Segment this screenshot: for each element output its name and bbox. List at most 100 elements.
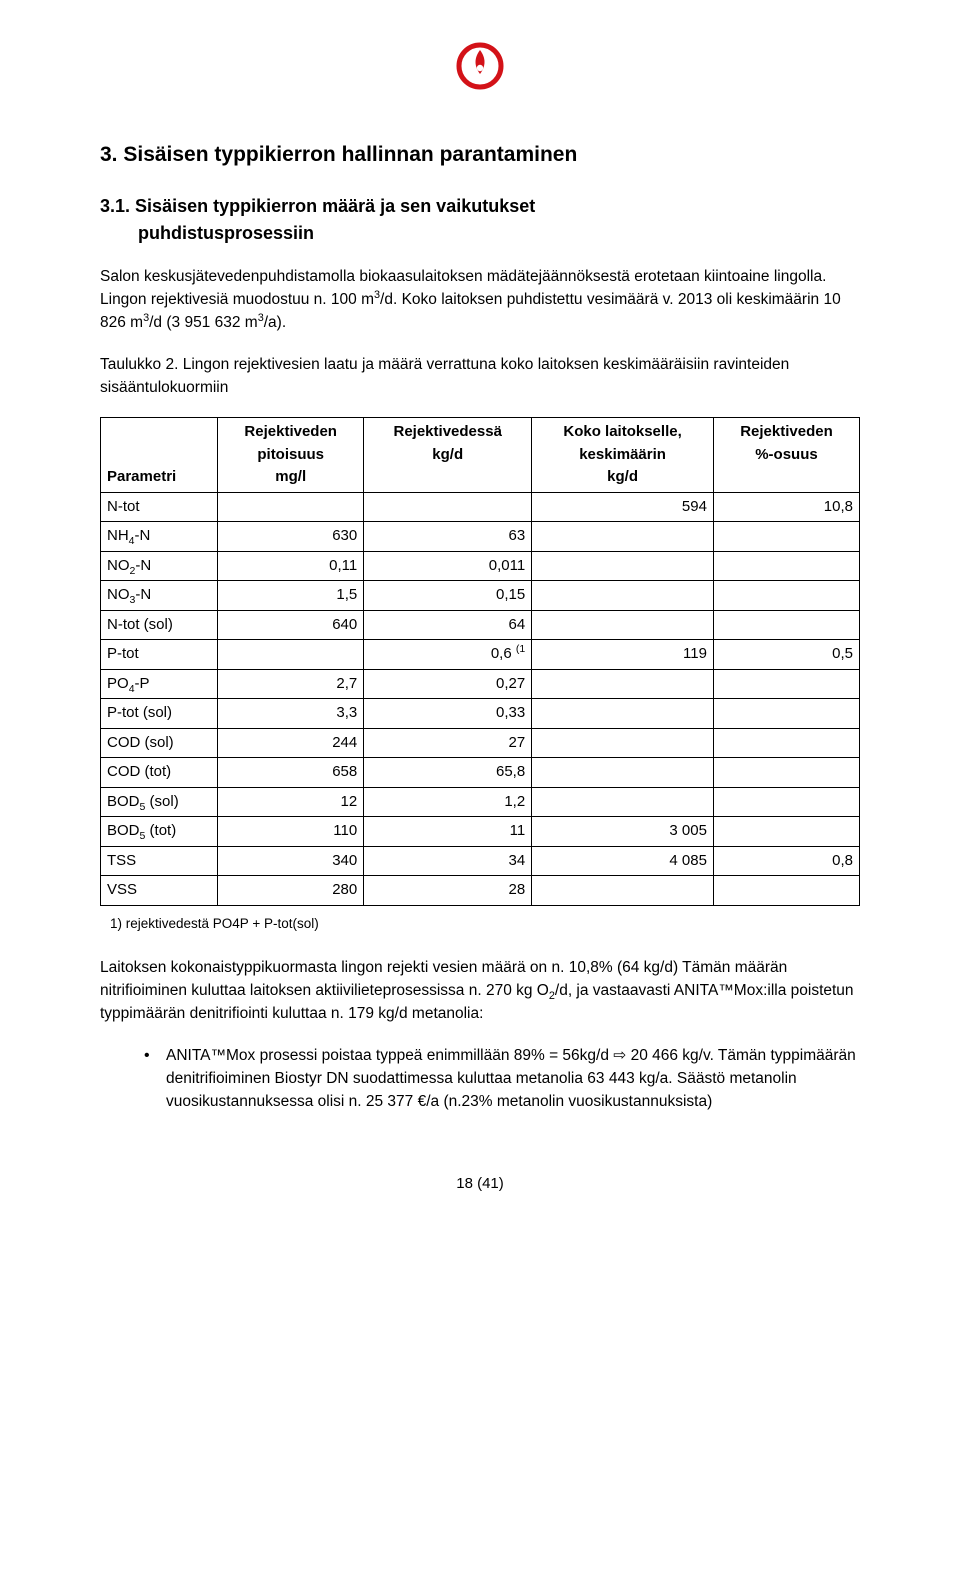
cell-value: 1,2 xyxy=(364,787,532,817)
cell-param: P-tot (sol) xyxy=(101,699,218,729)
cell-value: 0,011 xyxy=(364,551,532,581)
cell-value xyxy=(532,758,714,788)
cell-value: 65,8 xyxy=(364,758,532,788)
paragraph-post-table: Laitoksen kokonaistyppikuormasta lingon … xyxy=(100,956,860,1026)
cell-param: N-tot xyxy=(101,492,218,522)
col-rejektivedessa: Rejektivedessä kg/d xyxy=(364,418,532,493)
table-row: COD (tot)65865,8 xyxy=(101,758,860,788)
table-row: BOD5 (sol)121,2 xyxy=(101,787,860,817)
cell-param: NO2-N xyxy=(101,551,218,581)
col-pitoisuus: Rejektiveden pitoisuus mg/l xyxy=(218,418,364,493)
table-caption: Taulukko 2. Lingon rejektivesien laatu j… xyxy=(100,353,860,400)
cell-param: N-tot (sol) xyxy=(101,610,218,640)
cell-value xyxy=(532,581,714,611)
cell-value: 0,5 xyxy=(713,640,859,670)
table-row: NO2-N0,110,011 xyxy=(101,551,860,581)
cell-value: 0,33 xyxy=(364,699,532,729)
cell-value xyxy=(713,817,859,847)
cell-value: 658 xyxy=(218,758,364,788)
table-header: Parametri Rejektiveden pitoisuus mg/l Re… xyxy=(101,418,860,493)
table-row: COD (sol)24427 xyxy=(101,728,860,758)
table-row: N-tot59410,8 xyxy=(101,492,860,522)
cell-value: 34 xyxy=(364,846,532,876)
cell-value: 4 085 xyxy=(532,846,714,876)
col-osuus: Rejektiveden %-osuus xyxy=(713,418,859,493)
cell-value: 340 xyxy=(218,846,364,876)
cell-param: COD (sol) xyxy=(101,728,218,758)
cell-value: 0,8 xyxy=(713,846,859,876)
cell-value: 28 xyxy=(364,876,532,906)
table-row: N-tot (sol)64064 xyxy=(101,610,860,640)
cell-value: 630 xyxy=(218,522,364,552)
section-heading: 3. Sisäisen typpikierron hallinnan paran… xyxy=(100,139,860,171)
cell-value: 0,15 xyxy=(364,581,532,611)
table-row: P-tot0,6 (11190,5 xyxy=(101,640,860,670)
cell-value: 27 xyxy=(364,728,532,758)
table-footnote: 1) rejektivedestä PO4P + P-tot(sol) xyxy=(100,914,860,934)
cell-value xyxy=(532,787,714,817)
cell-value xyxy=(713,581,859,611)
cell-value xyxy=(218,492,364,522)
cell-value: 280 xyxy=(218,876,364,906)
col-koko-laitokselle: Koko laitokselle, keskimäärin kg/d xyxy=(532,418,714,493)
table-row: NH4-N63063 xyxy=(101,522,860,552)
cell-value: 640 xyxy=(218,610,364,640)
cell-value: 0,27 xyxy=(364,669,532,699)
cell-value: 63 xyxy=(364,522,532,552)
cell-value xyxy=(364,492,532,522)
cell-value xyxy=(532,699,714,729)
cell-value xyxy=(713,551,859,581)
cell-value xyxy=(532,551,714,581)
cell-value: 0,11 xyxy=(218,551,364,581)
cell-value xyxy=(532,876,714,906)
cell-value: 2,7 xyxy=(218,669,364,699)
cell-value: 64 xyxy=(364,610,532,640)
cell-value: 0,6 (1 xyxy=(364,640,532,670)
cell-value: 3,3 xyxy=(218,699,364,729)
subsection-number: 3.1. xyxy=(100,193,130,220)
table-body: N-tot59410,8NH4-N63063NO2-N0,110,011NO3-… xyxy=(101,492,860,905)
table-row: TSS340344 0850,8 xyxy=(101,846,860,876)
cell-value xyxy=(532,669,714,699)
cell-param: VSS xyxy=(101,876,218,906)
cell-value: 244 xyxy=(218,728,364,758)
subsection-title-line1: Sisäisen typpikierron määrä ja sen vaiku… xyxy=(135,193,535,220)
cell-param: BOD5 (sol) xyxy=(101,787,218,817)
table-row: NO3-N1,50,15 xyxy=(101,581,860,611)
subsection-title-line2: puhdistusprosessiin xyxy=(100,220,860,247)
cell-value: 10,8 xyxy=(713,492,859,522)
cell-value xyxy=(218,640,364,670)
cell-value: 119 xyxy=(532,640,714,670)
cell-value xyxy=(713,787,859,817)
rejektivesi-table: Parametri Rejektiveden pitoisuus mg/l Re… xyxy=(100,417,860,906)
cell-value: 110 xyxy=(218,817,364,847)
col-parametri: Parametri xyxy=(101,418,218,493)
table-row: P-tot (sol)3,30,33 xyxy=(101,699,860,729)
cell-value xyxy=(532,522,714,552)
cell-value xyxy=(713,610,859,640)
subsection-heading: 3.1. Sisäisen typpikierron määrä ja sen … xyxy=(100,193,860,247)
cell-param: NO3-N xyxy=(101,581,218,611)
cell-value: 12 xyxy=(218,787,364,817)
cell-value xyxy=(713,669,859,699)
cell-param: NH4-N xyxy=(101,522,218,552)
table-row: PO4-P2,70,27 xyxy=(101,669,860,699)
cell-param: TSS xyxy=(101,846,218,876)
cell-param: COD (tot) xyxy=(101,758,218,788)
cell-param: BOD5 (tot) xyxy=(101,817,218,847)
cell-value xyxy=(532,728,714,758)
cell-value: 3 005 xyxy=(532,817,714,847)
bullet-list: ANITA™Mox prosessi poistaa typpeä enimmi… xyxy=(100,1044,860,1114)
cell-value: 1,5 xyxy=(218,581,364,611)
page-number: 18 (41) xyxy=(100,1173,860,1196)
bullet-item: ANITA™Mox prosessi poistaa typpeä enimmi… xyxy=(144,1044,860,1114)
cell-value xyxy=(713,758,859,788)
paragraph-intro: Salon keskusjätevedenpuhdistamolla bioka… xyxy=(100,265,860,335)
veolia-logo-icon xyxy=(454,40,506,99)
cell-value xyxy=(713,522,859,552)
logo-container xyxy=(100,40,860,99)
cell-value xyxy=(713,699,859,729)
cell-value: 11 xyxy=(364,817,532,847)
cell-value xyxy=(532,610,714,640)
cell-value xyxy=(713,728,859,758)
